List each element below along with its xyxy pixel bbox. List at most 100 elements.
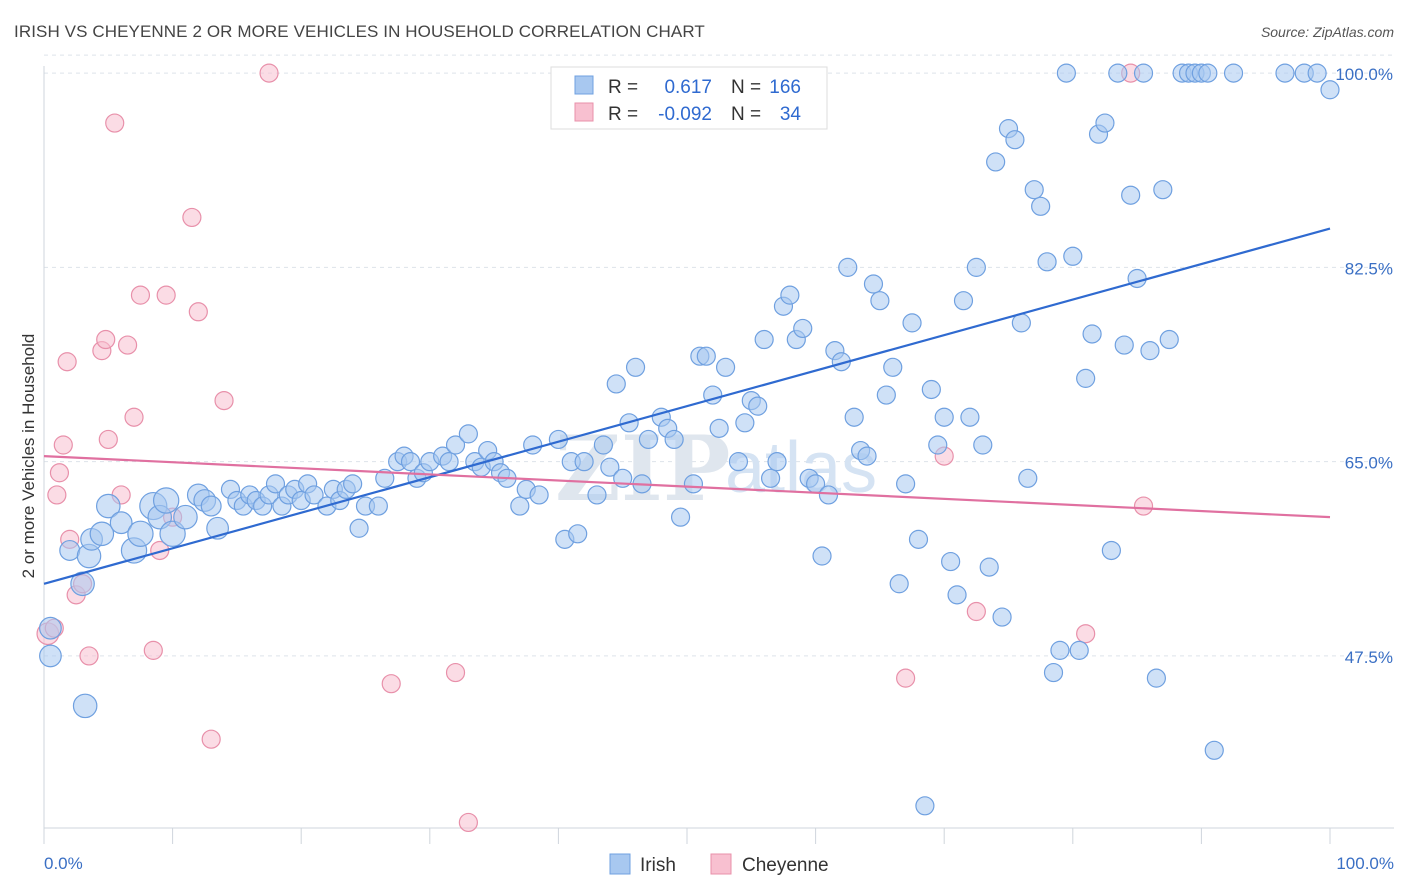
legend-n-label-irish: N = (731, 77, 761, 98)
irish-point (109, 511, 133, 535)
irish-point (400, 452, 421, 472)
irish-point (953, 291, 974, 311)
cheyenne-point (130, 285, 151, 305)
cheyenne-point (156, 285, 176, 305)
irish-point (1037, 252, 1057, 272)
irish-point (992, 607, 1012, 627)
irish-point (908, 529, 929, 549)
cheyenne-point (96, 329, 116, 350)
bottom-legend-label-cheyenne: Cheyenne (742, 855, 829, 876)
irish-point (587, 485, 607, 505)
irish-point (728, 452, 749, 472)
irish-point (683, 474, 704, 494)
irish-point (1024, 180, 1044, 200)
irish-point (89, 521, 115, 547)
irish-point (921, 379, 941, 400)
irish-point (439, 452, 459, 472)
irish-point (870, 291, 890, 311)
irish-point (1095, 113, 1115, 133)
legend-top: R = 0.617 N = 166 R = -0.092 N = 34 (550, 66, 828, 130)
cheyenne-point (117, 335, 138, 355)
irish-point (883, 357, 903, 377)
cheyenne-point (57, 352, 77, 372)
irish-point (1082, 324, 1102, 344)
irish-point (876, 385, 896, 405)
irish-point (445, 435, 466, 455)
irish-point (1101, 540, 1121, 561)
cheyenne-point (150, 540, 170, 561)
irish-point (39, 616, 62, 640)
trend-lines (43, 227, 1331, 585)
legend-r-value-irish: 0.617 (664, 77, 712, 98)
y-tick-label: 100.0% (1335, 65, 1393, 84)
cheyenne-point (201, 729, 221, 749)
irish-point (304, 485, 324, 505)
irish-point (1031, 196, 1051, 216)
grid-lines (44, 54, 1394, 657)
irish-point (1050, 640, 1070, 660)
x-tick-label-min: 0.0% (44, 854, 83, 873)
cheyenne-trend-line (43, 455, 1331, 519)
irish-point (863, 274, 884, 294)
irish-point (1275, 63, 1295, 83)
irish-point (265, 474, 286, 494)
irish-point (1223, 63, 1244, 83)
irish-point (1307, 63, 1327, 83)
irish-point (458, 424, 478, 444)
irish-point (941, 551, 961, 572)
irish-point (510, 496, 530, 516)
legend-r-value-cheyenne: -0.092 (658, 104, 712, 125)
legend-bottom: Irish Cheyenne (609, 853, 829, 876)
legend-n-value-cheyenne: 34 (780, 104, 802, 125)
irish-point (368, 496, 388, 516)
cheyenne-point (966, 601, 986, 622)
irish-point (375, 468, 395, 488)
irish-point (947, 585, 967, 605)
irish-point (1018, 468, 1038, 488)
irish-point (754, 329, 774, 350)
watermark-atlas: atlas (725, 428, 877, 508)
irish-point (812, 546, 832, 566)
cheyenne-point (259, 63, 279, 83)
legend-swatch-cheyenne (574, 102, 594, 122)
irish-point (973, 435, 993, 455)
irish-point (1140, 341, 1160, 361)
irish-point (966, 257, 986, 277)
cheyenne-point (188, 302, 208, 322)
irish-point (72, 693, 98, 719)
cheyenne-point (896, 668, 916, 688)
irish-point (568, 524, 588, 544)
irish-point (606, 374, 626, 394)
irish-point (1204, 740, 1224, 760)
irish-point (1063, 246, 1083, 266)
irish-point (1153, 180, 1173, 200)
irish-point (748, 396, 768, 416)
irish-point (59, 539, 81, 561)
irish-point (1069, 640, 1089, 660)
cheyenne-point (1076, 624, 1096, 644)
irish-point (818, 485, 839, 505)
legend-n-value-irish: 166 (769, 77, 801, 98)
cheyenne-point (98, 429, 118, 450)
irish-point (127, 520, 154, 548)
x-tick-labels: 0.0% 100.0% (44, 854, 1394, 873)
irish-point (574, 452, 594, 472)
irish-point (934, 407, 954, 427)
irish-point (986, 152, 1006, 172)
irish-point (902, 313, 922, 333)
axes (43, 66, 1394, 844)
cheyenne-point (47, 485, 67, 505)
irish-point (857, 446, 877, 466)
irish-point (1121, 185, 1141, 205)
irish-point (625, 357, 646, 377)
legend-swatch-irish (574, 75, 594, 95)
irish-point (638, 429, 659, 450)
irish-points (39, 63, 1340, 816)
irish-point (979, 557, 999, 577)
irish-point (1146, 668, 1166, 688)
irish-point (793, 318, 813, 339)
legend-r-label-irish: R = (608, 77, 638, 98)
irish-point (889, 574, 909, 594)
cheyenne-point (214, 390, 234, 411)
cheyenne-point (458, 812, 478, 833)
